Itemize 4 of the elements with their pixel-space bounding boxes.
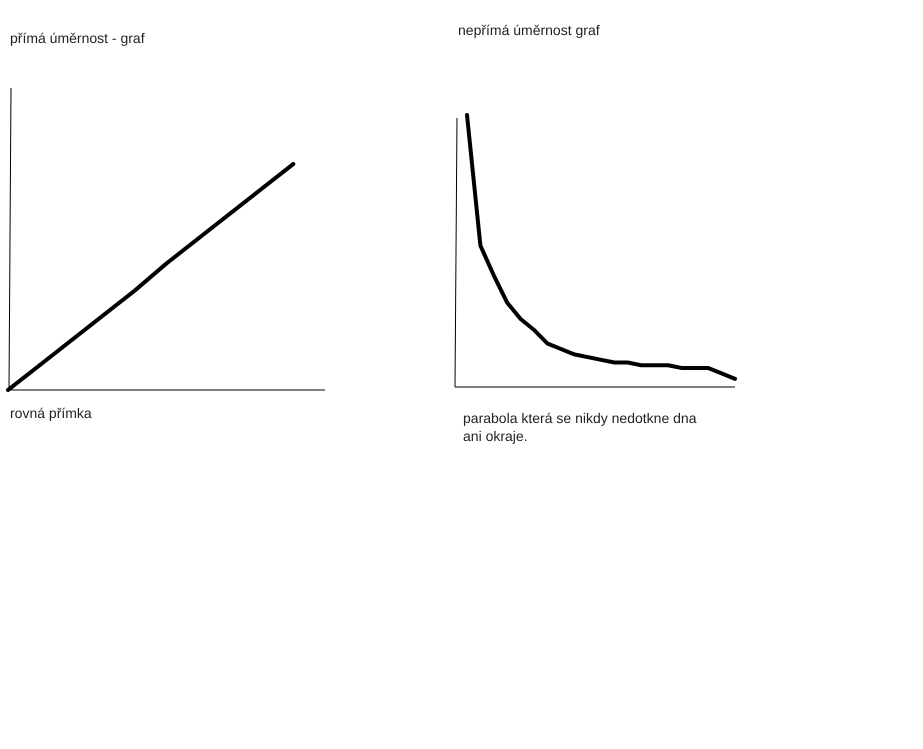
text: rovná přímka (10, 405, 92, 421)
text: parabola která se nikdy nedotkne dna ani okraje. (463, 410, 697, 444)
chart-title: přímá úměrnost - graf (10, 30, 145, 46)
chart-title: nepřímá úměrnost graf (458, 22, 600, 38)
